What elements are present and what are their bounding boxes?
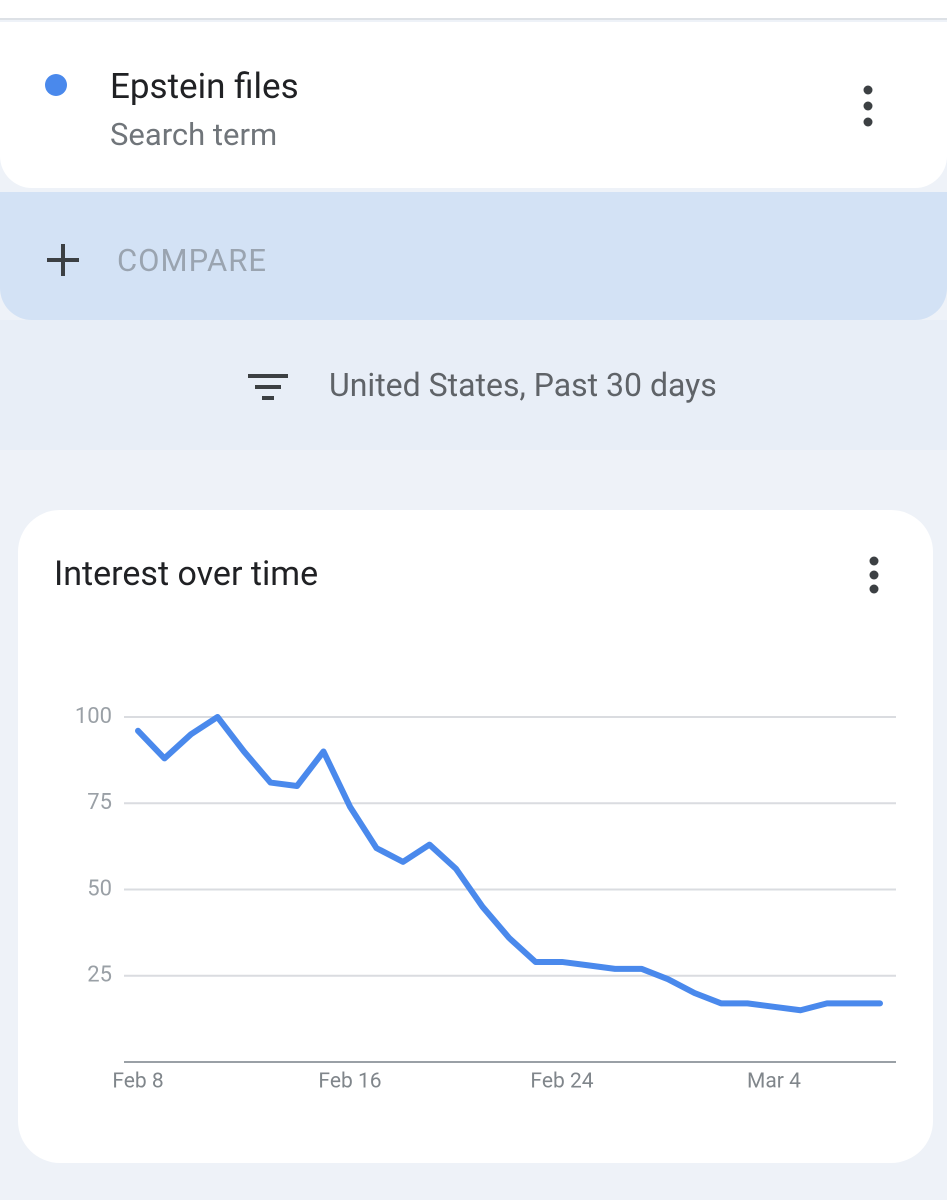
search-term-card[interactable]: Epstein files Search term [0, 22, 947, 188]
x-tick-label: Feb 8 [112, 1070, 163, 1094]
chart-title: Interest over time [54, 554, 319, 594]
filter-icon [248, 374, 288, 400]
y-tick-label: 100 [75, 704, 112, 729]
filter-row[interactable]: United States, Past 30 days [0, 320, 947, 450]
chart-card: Interest over time [18, 510, 933, 1163]
compare-label: COMPARE [117, 242, 267, 279]
x-tick-label: Feb 24 [530, 1070, 593, 1094]
plus-icon [47, 244, 79, 276]
compare-bar[interactable]: COMPARE [0, 192, 947, 320]
y-tick-label: 75 [87, 790, 112, 815]
filter-label: United States, Past 30 days [329, 366, 717, 404]
y-tick-label: 25 [87, 963, 112, 988]
term-dot [45, 74, 67, 96]
x-tick-label: Mar 4 [747, 1070, 801, 1094]
x-tick-label: Feb 16 [318, 1070, 381, 1094]
term-subtitle: Search term [110, 116, 278, 153]
trend-line [135, 714, 883, 1014]
chart-menu[interactable] [861, 556, 887, 596]
top-bar [0, 0, 947, 20]
term-menu[interactable] [855, 84, 881, 128]
term-name: Epstein files [110, 66, 299, 107]
y-tick-label: 50 [87, 876, 112, 901]
